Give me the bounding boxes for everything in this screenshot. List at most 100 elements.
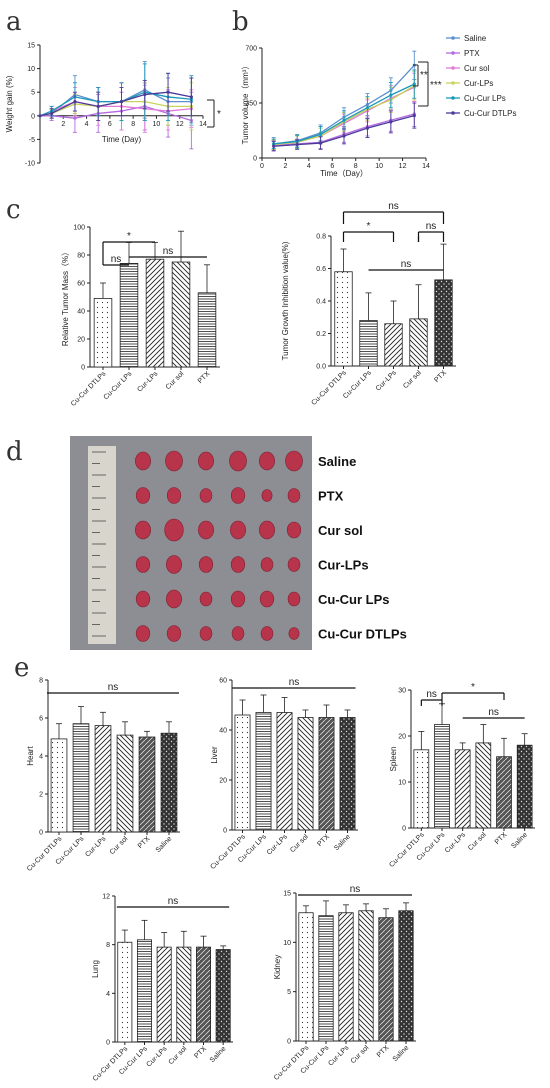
y-tick-label: 10 bbox=[398, 780, 406, 787]
data-point bbox=[119, 100, 124, 104]
bar bbox=[378, 917, 394, 1042]
data-point bbox=[342, 134, 346, 138]
bar bbox=[434, 724, 450, 829]
bar bbox=[276, 712, 293, 831]
legend-marker bbox=[451, 81, 455, 85]
panel-label-a: a bbox=[6, 7, 22, 37]
y-tick-label: 40 bbox=[77, 309, 85, 316]
category-label: Cu-Cur DTLPs bbox=[388, 831, 426, 869]
bar bbox=[359, 320, 378, 367]
y-tick-label: 0 bbox=[106, 1040, 110, 1047]
y-axis-label: Lung bbox=[91, 960, 100, 978]
tumor bbox=[199, 488, 213, 503]
category-label: PTX bbox=[316, 833, 331, 848]
bar bbox=[475, 742, 492, 829]
category-label: Cur-LPs bbox=[84, 835, 107, 858]
data-point bbox=[73, 100, 77, 104]
tumor bbox=[287, 557, 301, 572]
y-axis-label: Liver bbox=[210, 746, 219, 764]
y-axis-label: Spleen bbox=[389, 747, 398, 772]
tumor bbox=[135, 520, 151, 540]
y-tick-label: 30 bbox=[398, 688, 406, 695]
category-label: Cur sol bbox=[402, 369, 423, 390]
x-tick-label: 10 bbox=[375, 163, 383, 170]
category-label: PTX bbox=[193, 1045, 208, 1060]
bar bbox=[215, 949, 231, 1043]
x-tick-label: 4 bbox=[307, 163, 311, 170]
sig-label: ns bbox=[388, 201, 399, 212]
sig-label: ns bbox=[111, 254, 122, 265]
bar bbox=[196, 946, 211, 1043]
category-label: PTX bbox=[433, 369, 448, 384]
x-axis-label: Time（Day） bbox=[320, 169, 368, 178]
y-tick-label: 0.0 bbox=[316, 364, 326, 371]
legend-label: Saline bbox=[464, 34, 487, 43]
tumor bbox=[259, 451, 275, 471]
tumor bbox=[229, 450, 247, 472]
bar bbox=[138, 736, 156, 833]
category-label: Cu-Cur DTLPs bbox=[70, 370, 108, 408]
legend-label: Cu-Cur DTLPs bbox=[464, 109, 516, 118]
y-tick-label: 0 bbox=[287, 1039, 291, 1046]
bar bbox=[334, 271, 353, 367]
data-point bbox=[143, 92, 147, 97]
bar bbox=[137, 939, 152, 1043]
bar bbox=[93, 297, 113, 368]
sig-label: * bbox=[127, 231, 131, 242]
tumor bbox=[135, 451, 151, 471]
legend-marker bbox=[451, 36, 455, 40]
tumor bbox=[285, 450, 303, 472]
tumor bbox=[287, 488, 301, 503]
sig-label: ns bbox=[426, 221, 437, 232]
row-label-Cur sol: Cur sol bbox=[318, 523, 363, 538]
y-tick-label: 0.2 bbox=[316, 331, 326, 338]
category-label: Cu-Cur DTLPs bbox=[311, 369, 349, 407]
sig-label: * bbox=[471, 682, 475, 693]
bar bbox=[119, 262, 139, 368]
category-label: Cur sol bbox=[350, 1044, 371, 1065]
category-label: PTX bbox=[376, 1044, 391, 1059]
bar bbox=[50, 738, 68, 833]
sig-label: ns bbox=[108, 682, 119, 693]
data-point bbox=[412, 113, 416, 118]
y-tick-label: 350 bbox=[245, 101, 257, 108]
bar bbox=[234, 714, 251, 831]
sig-label: ns bbox=[426, 689, 437, 700]
tumor bbox=[166, 555, 182, 574]
bar bbox=[117, 941, 133, 1043]
y-tick-label: 0 bbox=[402, 826, 406, 833]
bar bbox=[398, 910, 414, 1042]
series-line bbox=[39, 100, 192, 117]
bar bbox=[434, 279, 453, 367]
y-tick-label: 10 bbox=[283, 940, 291, 947]
legend-label: Cu-Cur LPs bbox=[464, 94, 506, 103]
series-Cu-Cur DTLPs bbox=[271, 102, 417, 152]
category-label: Saline bbox=[155, 835, 174, 854]
tumor bbox=[135, 590, 151, 608]
tumor bbox=[288, 627, 300, 640]
tumor bbox=[261, 489, 273, 502]
x-tick-label: 0 bbox=[260, 163, 264, 170]
x-tick-label: 12 bbox=[176, 121, 184, 128]
y-tick-label: 60 bbox=[219, 678, 227, 685]
category-label: Saline bbox=[510, 831, 529, 850]
tumor bbox=[135, 625, 151, 642]
category-label: Cu-Cur LPs bbox=[103, 370, 134, 401]
tumor bbox=[259, 590, 275, 608]
row-label-Cur-LPs: Cur-LPs bbox=[318, 558, 369, 573]
bar bbox=[145, 258, 165, 368]
y-tick-label: 5 bbox=[31, 90, 35, 97]
y-tick-label: 10 bbox=[27, 66, 35, 73]
series-line bbox=[39, 91, 192, 117]
panel-label-d: d bbox=[6, 437, 23, 467]
bar bbox=[94, 725, 112, 833]
y-axis-label: Weight gain (%) bbox=[5, 75, 14, 132]
y-tick-label: 40 bbox=[219, 728, 227, 735]
tumor bbox=[135, 487, 151, 504]
sig-label: ns bbox=[163, 246, 174, 257]
x-tick-label: 6 bbox=[108, 121, 112, 128]
